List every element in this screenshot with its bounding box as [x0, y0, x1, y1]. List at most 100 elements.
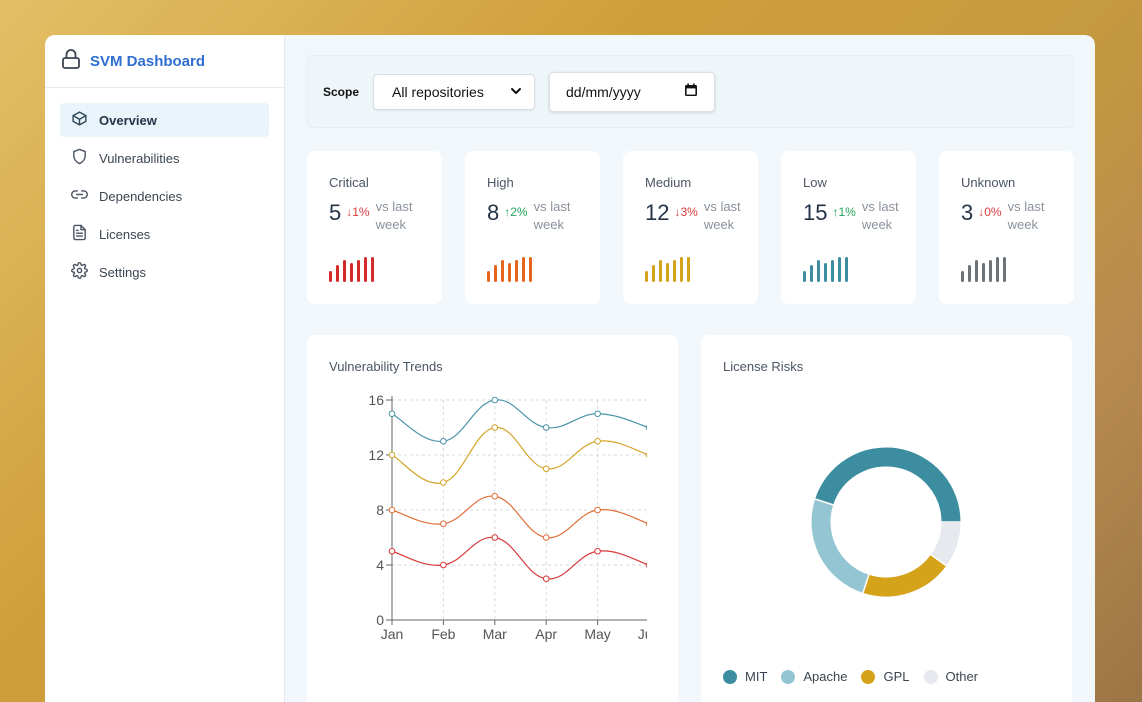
spark-bar [529, 257, 532, 282]
spark-bar [968, 265, 971, 282]
data-point [491, 424, 499, 431]
series-line-critical [391, 536, 647, 580]
spark-bar [371, 257, 374, 282]
card-delta: ↑2% [504, 205, 528, 219]
spark-bar [680, 257, 683, 282]
data-point [542, 465, 550, 473]
card-critical: Critical 5 ↓1% vs last week [307, 151, 442, 304]
card-title: Unknown [961, 175, 1016, 190]
data-point [542, 534, 550, 541]
spark-bar [1003, 257, 1006, 282]
filter-bar: Scope All repositories dd/mm/yyyy [307, 55, 1074, 128]
spark-bar [824, 262, 827, 282]
x-tick-label: Feb [431, 626, 455, 642]
data-point [542, 424, 550, 431]
card-value: 12 [645, 200, 670, 225]
donut-slice-apache [811, 498, 870, 593]
data-point [645, 424, 647, 431]
scope-select[interactable]: All repositories [373, 73, 536, 110]
sidebar-item-label: Settings [99, 264, 146, 280]
spark-bar [810, 265, 813, 282]
series-line-low [391, 399, 647, 442]
data-point [594, 437, 601, 445]
card-value: 3 [961, 200, 974, 225]
card-title: Low [803, 175, 827, 190]
data-point [440, 479, 447, 486]
spark-bar [803, 270, 806, 282]
card-value: 15 [803, 200, 828, 225]
legend-label: Apache [803, 669, 848, 684]
data-point [440, 561, 447, 569]
date-input-placeholder: dd/mm/yyyy [566, 83, 641, 100]
card-value: 8 [487, 200, 500, 225]
sidebar: SVM Dashboard Overview Vulnerabilities [45, 35, 285, 702]
sidebar-item-settings[interactable]: Settings [60, 255, 269, 289]
shield-icon [71, 148, 88, 168]
data-point [594, 547, 601, 555]
donut-slice-mit [815, 447, 961, 523]
sidebar-item-overview[interactable]: Overview [60, 103, 269, 137]
spark-bar [687, 257, 690, 282]
legend-item-gpl[interactable]: GPL [861, 669, 910, 684]
y-tick-label: 0 [376, 612, 384, 628]
spark-bar [666, 262, 669, 282]
x-tick-label: Jan [381, 626, 404, 642]
spark-bar [961, 270, 964, 282]
card-high: High 8 ↑2% vs last week [465, 151, 600, 304]
sparkline [803, 256, 848, 282]
card-delta: ↓3% [674, 205, 698, 219]
spark-bar [845, 257, 848, 282]
sidebar-item-label: Licenses [99, 226, 151, 242]
series-line-high [391, 495, 647, 539]
spark-bar [522, 257, 525, 282]
lock-icon [61, 48, 81, 75]
spark-bar [645, 270, 648, 282]
donut-slice-other [930, 521, 961, 566]
calendar-icon[interactable] [684, 83, 698, 100]
legend-item-apache[interactable]: Apache [781, 669, 847, 684]
data-point [388, 451, 396, 459]
legend-item-other[interactable]: Other [923, 669, 979, 684]
donut-separator [930, 554, 947, 567]
spark-bar [357, 259, 360, 282]
data-point [491, 492, 499, 500]
sidebar-item-label: Vulnerabilities [99, 150, 180, 166]
legend-item-mit[interactable]: MIT [723, 669, 767, 684]
card-vs-label: vs last week [861, 199, 899, 232]
legend-swatch [723, 669, 737, 684]
card-title: Medium [645, 175, 692, 190]
spark-bar [494, 265, 497, 282]
card-title: Critical [329, 175, 369, 190]
data-point [594, 506, 601, 514]
data-point [388, 506, 396, 514]
data-point [594, 410, 601, 418]
brand[interactable]: SVM Dashboard [45, 35, 284, 88]
x-tick-label: Mar [483, 626, 507, 642]
date-input[interactable]: dd/mm/yyyy [549, 71, 716, 112]
sidebar-item-licenses[interactable]: Licenses [60, 217, 269, 251]
data-point [388, 410, 396, 418]
legend-swatch [923, 669, 938, 684]
severity-cards: Critical 5 ↓1% vs last week High 8 ↑2% v… [307, 151, 1074, 304]
x-tick-label: Jun [638, 626, 647, 642]
y-tick-label: 8 [376, 502, 384, 518]
x-tick-label: May [584, 626, 610, 642]
sidebar-item-dependencies[interactable]: Dependencies [60, 179, 269, 213]
spark-bar [487, 270, 490, 282]
spark-bar [343, 259, 346, 282]
spark-bar [350, 262, 353, 282]
data-point [440, 437, 447, 445]
spark-bar [975, 259, 978, 282]
data-point [388, 547, 396, 555]
spark-bar [996, 257, 999, 282]
data-point [645, 521, 647, 527]
licenses-panel: License Risks MIT Apache GPL Other [701, 335, 1072, 702]
card-low: Low 15 ↑1% vs last week [781, 151, 916, 304]
sidebar-item-vulnerabilities[interactable]: Vulnerabilities [60, 141, 269, 175]
donut-slice-gpl [862, 554, 947, 597]
x-tick-label: Apr [535, 626, 557, 642]
legend-label: Other [945, 669, 979, 684]
spark-bar [659, 259, 662, 282]
scope-select-value: All repositories [392, 83, 484, 100]
sidebar-item-label: Overview [99, 112, 157, 128]
